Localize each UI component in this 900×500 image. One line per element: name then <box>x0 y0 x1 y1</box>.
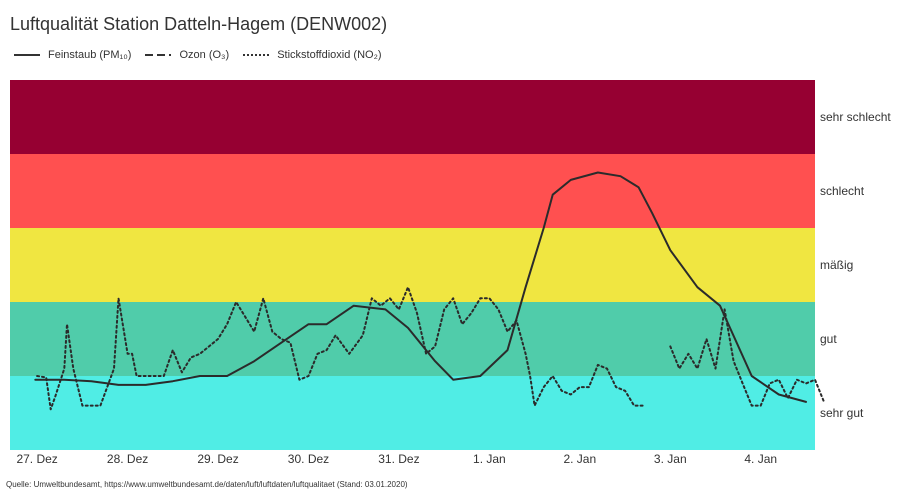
legend-swatch-solid <box>14 54 40 56</box>
band-gut <box>10 302 815 376</box>
legend-label-pm10: Feinstaub (PM₁₀) <box>48 49 132 61</box>
legend-swatch-dotted <box>243 54 270 56</box>
band-mäßig <box>10 228 815 302</box>
x-tick-label: 1. Jan <box>473 452 506 466</box>
x-tick-label: 30. Dez <box>288 452 329 466</box>
x-tick-label: 2. Jan <box>563 452 596 466</box>
band-label: gut <box>820 332 837 346</box>
legend: Feinstaub (PM₁₀) Ozon (O₃) Stickstoffdio… <box>12 49 394 61</box>
series-line-no2-segment-2 <box>669 308 825 407</box>
band-sehr-gut <box>10 376 815 450</box>
x-tick-label: 29. Dez <box>197 452 238 466</box>
legend-item-ozon[interactable]: Ozon (O₃) <box>143 49 229 61</box>
band-schlecht <box>10 154 815 228</box>
legend-label-no2: Stickstoffdioxid (NO₂) <box>277 49 382 61</box>
x-tick-label: 4. Jan <box>744 452 777 466</box>
x-tick-label: 28. Dez <box>107 452 148 466</box>
band-label: sehr schlecht <box>820 110 891 124</box>
series-line-no2 <box>36 286 645 411</box>
band-label: schlecht <box>820 184 865 198</box>
chart-title: Luftqualität Station Datteln-Hagem (DENW… <box>10 14 388 34</box>
band-label: mäßig <box>820 258 853 272</box>
x-tick-label: 31. Dez <box>378 452 419 466</box>
x-tick-label: 27. Dez <box>16 452 57 466</box>
band-label: sehr gut <box>820 406 864 420</box>
legend-label-ozon: Ozon (O₃) <box>179 49 230 61</box>
legend-item-no2[interactable]: Stickstoffdioxid (NO₂) <box>241 49 382 61</box>
band-sehr-schlecht <box>10 80 815 154</box>
series-line-pm10 <box>34 171 807 403</box>
legend-swatch-dashed <box>145 54 172 56</box>
source-note: Quelle: Umweltbundesamt, https://www.umw… <box>6 480 408 489</box>
legend-item-pm10[interactable]: Feinstaub (PM₁₀) <box>12 49 131 61</box>
x-tick-label: 3. Jan <box>654 452 687 466</box>
